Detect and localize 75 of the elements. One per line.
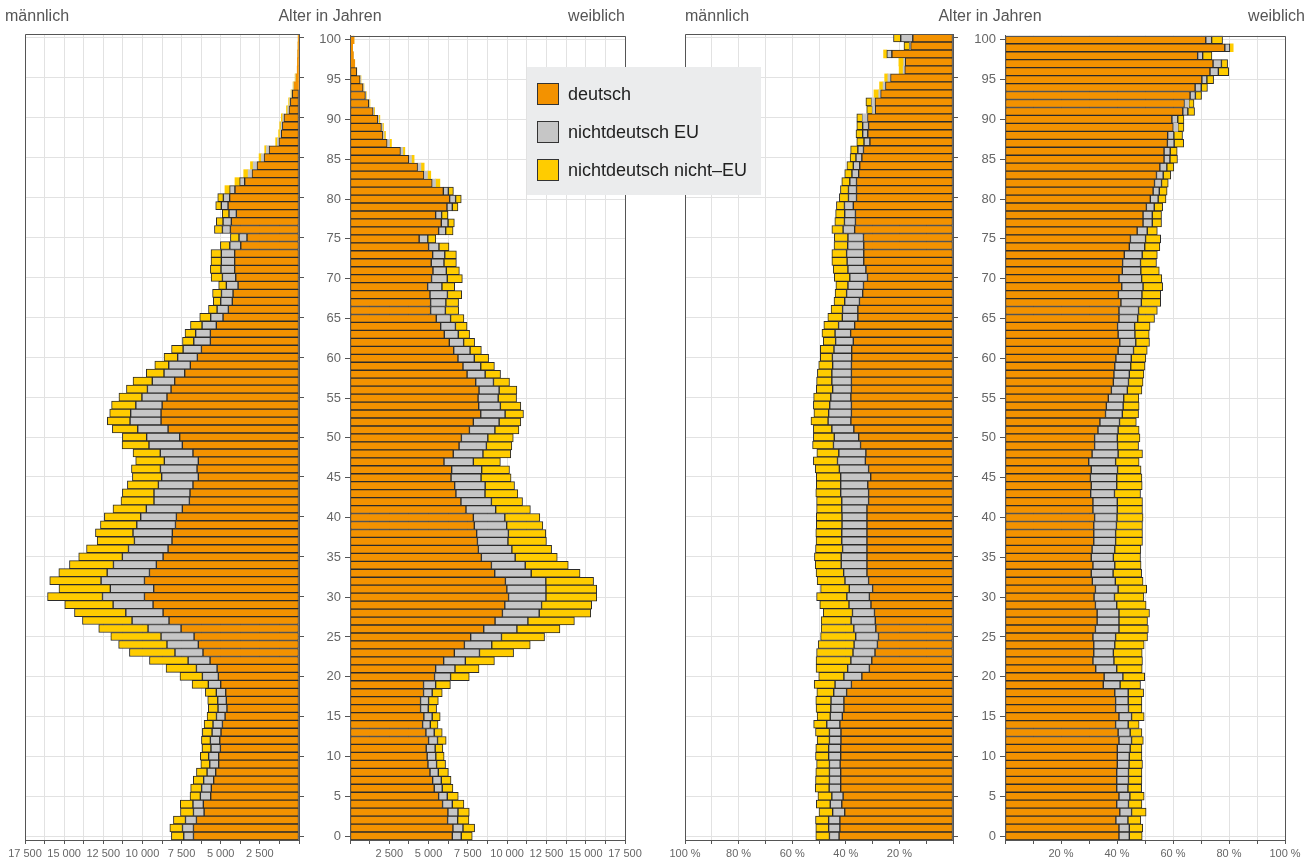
y-tick-label: 75: [326, 230, 341, 246]
x-tick-label: 12 500: [529, 846, 564, 859]
y-tick-label: 85: [326, 150, 341, 166]
y-tick-label: 60: [981, 349, 996, 365]
x-tick-label: 100 %: [669, 846, 701, 859]
x-tick-label: 100 %: [1269, 846, 1301, 859]
y-tick-label: 95: [326, 71, 341, 87]
x-tick-label: 10 000: [125, 846, 160, 859]
y-tick-label: 15: [326, 708, 341, 724]
x-tick-label: 17 500: [8, 846, 42, 859]
y-tick-label: 25: [981, 628, 996, 644]
x-tick-label: 10 000: [490, 846, 524, 859]
chart-title: weiblich: [1248, 6, 1305, 26]
y-tick-label: 70: [326, 270, 341, 286]
y-tick-label: 20: [326, 668, 341, 684]
x-tick-label: 60 %: [1160, 846, 1186, 859]
x-tick-label: 20 %: [1048, 846, 1074, 859]
y-tick-label: 45: [326, 469, 341, 485]
legend-label: deutsch: [568, 83, 632, 105]
y-tick-label: 85: [981, 150, 996, 166]
y-tick-label: 35: [326, 548, 341, 564]
y-tick-label: 55: [326, 389, 341, 405]
y-tick-label: 5: [988, 787, 996, 803]
x-tick-label: 20 %: [886, 846, 913, 859]
x-tick-label: 7 500: [167, 846, 196, 859]
y-tick-label: 20: [981, 668, 996, 684]
y-tick-label: 25: [326, 628, 341, 644]
y-tick-label: 40: [981, 509, 996, 525]
y-tick-label: 50: [326, 429, 341, 445]
legend-label: nichtdeutsch nicht–EU: [568, 159, 748, 181]
y-tick-label: 30: [981, 588, 996, 604]
y-tick-label: 50: [981, 429, 996, 445]
y-tick-label: 40: [326, 509, 341, 525]
y-tick-label: 15: [981, 708, 996, 724]
legend-label: nichtdeutsch EU: [568, 121, 700, 143]
y-tick-label: 75: [981, 230, 996, 246]
y-tick-label: 45: [981, 469, 996, 485]
y-axis-title: Alter in Jahren: [938, 6, 1042, 26]
y-tick-label: 95: [981, 71, 996, 87]
y-tick-label: 10: [326, 747, 341, 763]
x-tick-label: 5 000: [414, 846, 443, 859]
y-axis-title: Alter in Jahren: [278, 6, 382, 26]
x-tick-label: 2 500: [375, 846, 404, 859]
chart-title: weiblich: [568, 6, 625, 26]
y-tick-label: 35: [981, 548, 996, 564]
x-tick-label: 15 000: [47, 846, 81, 859]
x-tick-label: 15 000: [568, 846, 603, 859]
x-tick-label: 80 %: [1216, 846, 1242, 859]
x-tick-label: 5 000: [206, 846, 235, 859]
x-tick-label: 12 500: [86, 846, 121, 859]
y-tick-label: 80: [981, 190, 996, 206]
y-tick-label: 70: [981, 270, 996, 286]
y-tick-label: 55: [981, 389, 996, 405]
x-tick-label: 60 %: [779, 846, 805, 859]
x-tick-label: 40 %: [1104, 846, 1130, 859]
chart-title: männlich: [5, 6, 70, 26]
y-tick-label: 65: [326, 310, 341, 326]
y-tick-label: 90: [326, 110, 341, 126]
y-tick-label: 100: [974, 31, 996, 47]
y-tick-label: 90: [981, 110, 996, 126]
y-tick-label: 10: [981, 747, 996, 763]
chart-title: männlich: [685, 6, 750, 26]
x-tick-label: 7 500: [454, 846, 482, 859]
y-tick-label: 100: [319, 31, 341, 47]
x-tick-label: 2 500: [246, 846, 274, 859]
y-tick-label: 30: [326, 588, 341, 604]
y-tick-label: 60: [326, 349, 341, 365]
y-tick-label: 0: [333, 827, 341, 843]
x-tick-label: 17 500: [608, 846, 642, 859]
y-tick-label: 80: [326, 190, 341, 206]
y-tick-label: 65: [981, 310, 996, 326]
y-tick-label: 5: [333, 787, 341, 803]
y-tick-label: 0: [988, 827, 996, 843]
x-tick-label: 80 %: [726, 846, 752, 859]
x-tick-label: 40 %: [833, 846, 859, 859]
